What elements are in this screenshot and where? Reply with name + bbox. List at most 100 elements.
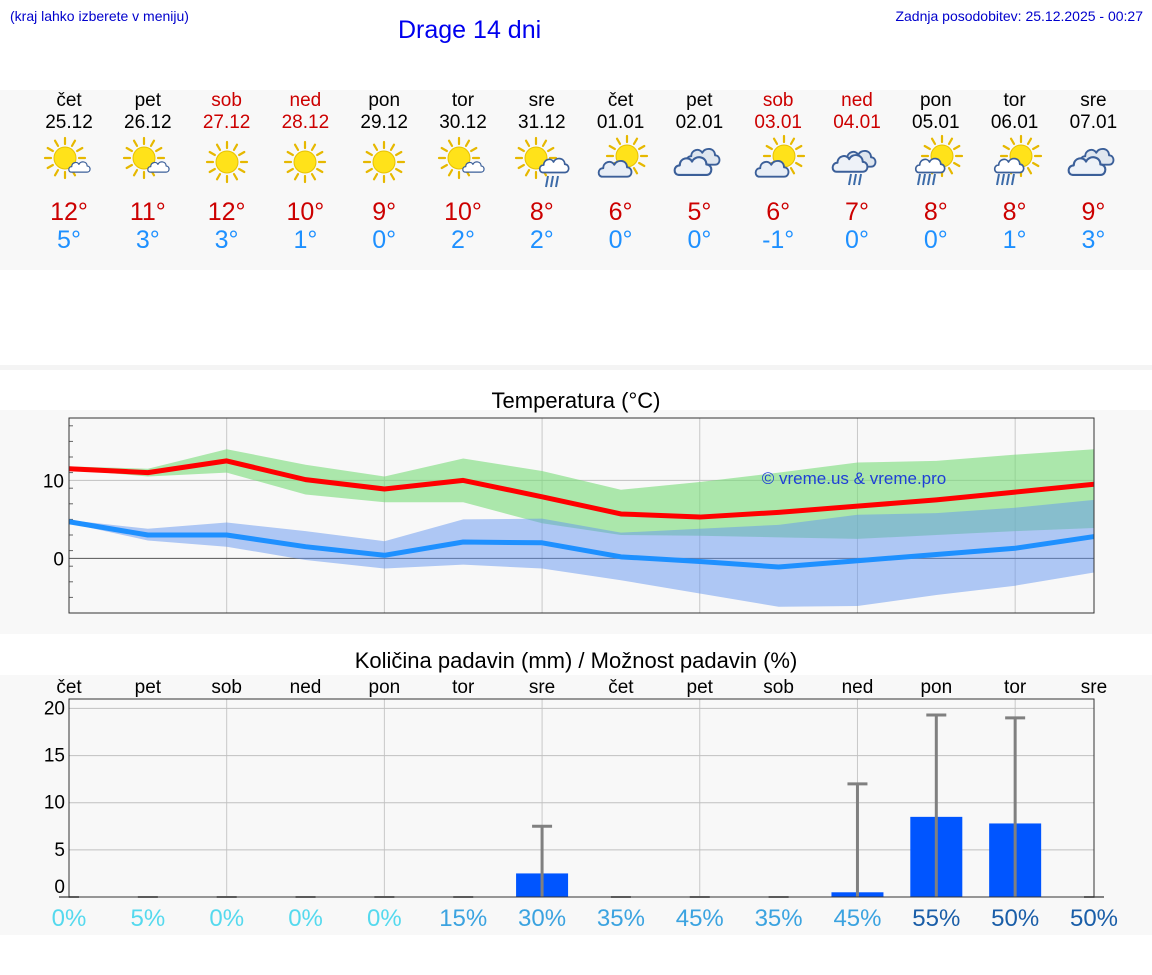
sun-cloud-icon bbox=[122, 136, 170, 180]
day-date: 25.12 bbox=[45, 112, 93, 133]
sun-shape bbox=[363, 140, 406, 184]
daily-forecast-panel: čet 25.12 12° 5° pet 26.12 11° 3° sob 27.12 12° 3° n… bbox=[0, 90, 1152, 270]
min-temperature: 0° bbox=[372, 226, 397, 254]
sun-icon bbox=[205, 140, 248, 184]
min-temperature: 2° bbox=[451, 226, 475, 254]
plot-frame bbox=[68, 698, 1095, 898]
plot-frame bbox=[68, 417, 1095, 614]
max-temperature: 9° bbox=[1081, 198, 1106, 226]
sun-cloud-rain-icon bbox=[514, 136, 570, 188]
precipitation-probability-label: 45% bbox=[833, 905, 881, 932]
rain-shape bbox=[848, 173, 862, 186]
day-name: ned bbox=[289, 90, 322, 111]
precipitation-chart-title: Količina padavin (mm) / Možnost padavin … bbox=[354, 648, 798, 673]
day-name: pon bbox=[368, 90, 401, 111]
cloudy-icon bbox=[673, 148, 721, 176]
day-date: 03.01 bbox=[754, 112, 802, 133]
x-tick-label: čet bbox=[56, 677, 82, 698]
max-temperature: 7° bbox=[845, 198, 869, 226]
precipitation-probability-label: 0% bbox=[52, 905, 87, 932]
cloud-shape bbox=[831, 154, 869, 173]
cloud-shape bbox=[754, 160, 790, 178]
min-temperature: 5° bbox=[57, 226, 81, 254]
cloud-shape bbox=[68, 161, 91, 173]
x-tick-label: ned bbox=[842, 677, 874, 698]
min-temperature: 3° bbox=[214, 226, 239, 254]
cloud-shape bbox=[597, 160, 633, 178]
cloud-shape bbox=[993, 157, 1025, 174]
precipitation-probability-label: 0% bbox=[367, 905, 402, 932]
day-date: 30.12 bbox=[439, 112, 487, 133]
max-temperature: 8° bbox=[923, 198, 948, 226]
cloud-shape bbox=[1067, 156, 1107, 176]
watermark: © vreme.us & vreme.pro bbox=[762, 469, 946, 488]
sun-icon bbox=[284, 140, 327, 184]
y-tick-label: 15 bbox=[44, 746, 65, 767]
min-temperature: 0° bbox=[608, 226, 633, 254]
cloud-shape bbox=[538, 157, 570, 174]
x-tick-label: sre bbox=[1081, 677, 1107, 698]
min-temperature: 3° bbox=[135, 226, 160, 254]
temperature-chart-title: Temperatura (°C) bbox=[491, 388, 661, 413]
day-name: tor bbox=[451, 90, 475, 111]
precipitation-probability-label: 15% bbox=[439, 905, 487, 932]
day-name: tor bbox=[1003, 90, 1026, 111]
min-temperature: 3° bbox=[1081, 226, 1106, 254]
day-name: ned bbox=[841, 90, 873, 111]
cloud-shape bbox=[914, 157, 946, 174]
x-tick-label: sre bbox=[529, 677, 555, 698]
day-date: 01.01 bbox=[596, 112, 645, 133]
cloud-rain-icon bbox=[831, 150, 877, 186]
max-temperature: 10° bbox=[286, 198, 325, 226]
precipitation-probability-label: 35% bbox=[755, 905, 803, 932]
day-name: čet bbox=[607, 90, 634, 111]
cloud-shape bbox=[146, 161, 170, 173]
temperature-chart: 0 10 © vreme.us & vreme.pro bbox=[43, 417, 1095, 614]
x-tick-label: sob bbox=[211, 677, 242, 698]
page-title: Drage 14 dni bbox=[398, 16, 542, 44]
rain-shape bbox=[916, 173, 936, 186]
y-tick-label: 20 bbox=[44, 698, 65, 719]
sun-cloud-icon bbox=[437, 136, 485, 180]
x-tick-label: pon bbox=[920, 677, 952, 698]
precipitation-probability-label: 50% bbox=[1070, 905, 1118, 932]
sun-big-cloud-icon bbox=[754, 134, 806, 178]
max-temperature: 6° bbox=[766, 198, 791, 226]
max-temperature: 5° bbox=[687, 198, 712, 226]
location-hint-link[interactable]: (kraj lahko izberete v meniju) bbox=[10, 8, 189, 24]
day-name: sre bbox=[528, 90, 555, 111]
day-name: pet bbox=[134, 90, 161, 111]
rain-shape bbox=[544, 175, 559, 188]
divider bbox=[0, 365, 1152, 370]
day-date: 27.12 bbox=[202, 112, 251, 133]
day-date: 06.01 bbox=[990, 112, 1039, 133]
sun-shape bbox=[122, 136, 165, 180]
day-date: 04.01 bbox=[833, 112, 881, 133]
max-temperature-line bbox=[68, 458, 1095, 520]
x-tick-label: tor bbox=[452, 677, 475, 698]
max-temperature: 12° bbox=[50, 198, 88, 226]
max-temperature: 12° bbox=[207, 198, 246, 226]
min-temperature: 1° bbox=[1002, 226, 1027, 254]
sun-icon bbox=[363, 140, 406, 184]
y-tick-label: 10 bbox=[44, 793, 65, 814]
min-temperature: 0° bbox=[687, 226, 712, 254]
day-date: 31.12 bbox=[518, 112, 566, 133]
day-date: 29.12 bbox=[360, 112, 408, 133]
sun-shape bbox=[43, 136, 87, 180]
day-name: sob bbox=[211, 90, 242, 111]
y-tick-label: 0 bbox=[53, 549, 64, 570]
x-tick-label: pet bbox=[135, 677, 162, 698]
x-tick-label: pon bbox=[369, 677, 401, 698]
x-tick-label: ned bbox=[290, 677, 322, 698]
max-range-band bbox=[69, 449, 1094, 539]
precipitation-probability-label: 35% bbox=[597, 905, 645, 932]
min-temperature: 0° bbox=[923, 226, 948, 254]
day-name: čet bbox=[56, 90, 82, 111]
day-date: 07.01 bbox=[1069, 112, 1118, 133]
max-temperature: 6° bbox=[608, 198, 633, 226]
x-tick-label: čet bbox=[608, 677, 634, 698]
day-name: sre bbox=[1080, 90, 1107, 111]
last-update-text: Zadnja posodobitev: 25.12.2025 - 00:27 bbox=[895, 8, 1143, 24]
